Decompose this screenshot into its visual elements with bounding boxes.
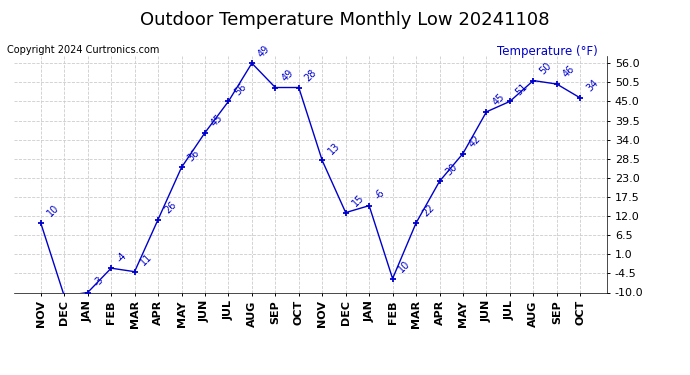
Text: 46: 46 — [561, 64, 577, 80]
Text: 49: 49 — [256, 43, 272, 59]
Text: Temperature (°F): Temperature (°F) — [497, 45, 598, 58]
Text: 26: 26 — [162, 200, 178, 215]
Text: 36: 36 — [186, 147, 201, 163]
Text: 45: 45 — [209, 113, 225, 129]
Text: Copyright 2024 Curtronics.com: Copyright 2024 Curtronics.com — [7, 45, 159, 55]
Text: 34: 34 — [584, 78, 600, 94]
Text: 49: 49 — [279, 68, 295, 83]
Text: -10: -10 — [0, 374, 1, 375]
Text: 42: 42 — [467, 134, 483, 149]
Text: 50: 50 — [538, 61, 553, 76]
Text: 10: 10 — [397, 259, 413, 274]
Text: 13: 13 — [326, 141, 342, 156]
Text: 22: 22 — [420, 203, 436, 219]
Text: 15: 15 — [350, 193, 366, 208]
Text: 10: 10 — [45, 203, 61, 219]
Text: -3: -3 — [92, 274, 106, 288]
Text: 30: 30 — [444, 161, 460, 177]
Text: -4: -4 — [115, 250, 129, 264]
Text: 45: 45 — [491, 92, 506, 108]
Text: Outdoor Temperature Monthly Low 20241108: Outdoor Temperature Monthly Low 20241108 — [140, 11, 550, 29]
Text: 51: 51 — [514, 81, 530, 97]
Text: 28: 28 — [303, 68, 319, 83]
Text: -6: -6 — [373, 188, 387, 201]
Text: 56: 56 — [233, 81, 248, 97]
Text: 11: 11 — [139, 252, 155, 267]
